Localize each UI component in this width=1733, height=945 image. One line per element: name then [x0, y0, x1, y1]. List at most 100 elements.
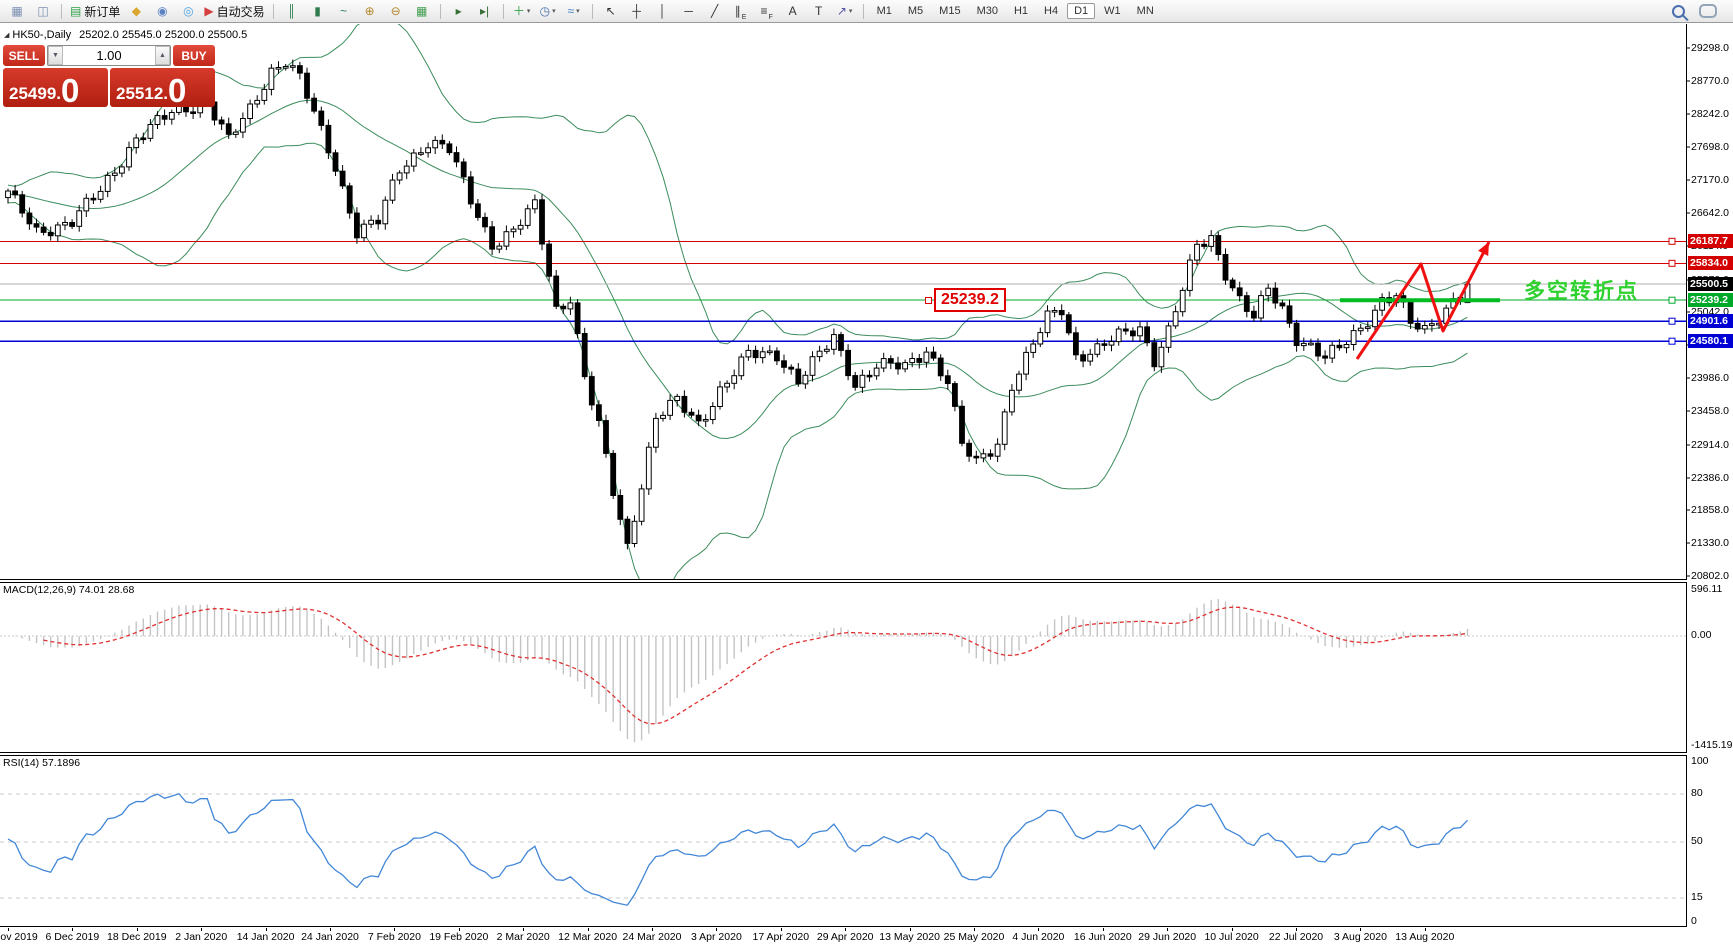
- text-icon[interactable]: A: [788, 4, 797, 18]
- sell-button[interactable]: SELL: [3, 45, 45, 66]
- chat-icon[interactable]: [1699, 4, 1717, 18]
- date-tick-label: 17 Apr 2020: [752, 931, 810, 943]
- date-tick-label: 25 May 2020: [943, 931, 1005, 943]
- rsi-indicator-label: RSI(14) 57.1896: [3, 757, 81, 769]
- date-tickmark: [265, 928, 267, 931]
- y-axis-tick: 22914.0: [1691, 438, 1729, 451]
- volume-down-button[interactable]: ▼: [48, 46, 63, 65]
- annotation-text[interactable]: 多空转折点: [1524, 280, 1639, 303]
- timeframe-m5[interactable]: M5: [907, 5, 924, 17]
- arrows-icon[interactable]: ↗ ▾: [836, 4, 853, 18]
- date-tickmark: [8, 928, 9, 931]
- y-axis-tickmark: [1687, 179, 1690, 181]
- fibonacci-icon[interactable]: ≡ F: [760, 4, 773, 21]
- buy-price-display[interactable]: 25512 . 0: [110, 68, 215, 107]
- candlestick-chart[interactable]: [0, 24, 1686, 579]
- rsi-axis-tick: 80: [1691, 787, 1703, 799]
- date-tick-label: 16 Jun 2020: [1073, 931, 1132, 943]
- date-tick-label: 14 Jan 2020: [236, 931, 295, 943]
- toolbar-separator: [502, 3, 504, 19]
- y-axis-tickmark: [1687, 212, 1690, 214]
- auto-scroll-icon[interactable]: ▸: [455, 4, 462, 18]
- profiles-icon[interactable]: ◷ ▾: [539, 4, 556, 18]
- price-level-badge: 24580.1: [1688, 334, 1733, 349]
- trendline-icon[interactable]: ╱: [710, 4, 719, 18]
- y-axis-tickmark: [1687, 344, 1690, 346]
- toolbar-separator: [439, 3, 441, 19]
- line-chart-icon[interactable]: ~: [340, 4, 348, 18]
- expert-advisors-icon[interactable]: ◆: [131, 4, 141, 18]
- data-window-icon[interactable]: ◫: [37, 4, 49, 18]
- rsi-axis-tick: 100: [1691, 755, 1709, 767]
- y-axis-tickmark: [1687, 542, 1690, 544]
- signal-icon[interactable]: ◎: [183, 4, 194, 18]
- one-click-toggle-icon[interactable]: ◢: [4, 32, 10, 39]
- profile-icon[interactable]: ◉: [157, 4, 168, 18]
- candlestick-chart-icon[interactable]: ▮: [314, 4, 321, 18]
- timeframe-d1[interactable]: D1: [1067, 3, 1096, 19]
- rsi-panel[interactable]: [0, 755, 1687, 927]
- date-tickmark: [716, 928, 718, 931]
- date-tick-label: 25 Nov 2019: [0, 931, 38, 943]
- main-chart-panel[interactable]: [0, 24, 1687, 580]
- toolbar: ▦ ◫ ▤ 新订单 ◆ ◉ ◎ ▶ 自动交易 ║ ▮ ~ ⊕ ⊖ ▦ ▸ ▸| ＋ ▾ ◷ ▾ ≈ ▾ ↖ ┼ │ ─ ╱ ∥ E ≡ F A T…: [0, 0, 1733, 23]
- zoom-in-icon[interactable]: ⊕: [364, 4, 375, 18]
- date-tick-label: 24 Jan 2020: [301, 931, 359, 943]
- macd-chart[interactable]: [0, 583, 1686, 752]
- bar-chart-icon[interactable]: ║: [287, 4, 296, 18]
- timeframe-m30[interactable]: M30: [976, 5, 998, 17]
- price-tag-label[interactable]: 25239.2: [934, 288, 1006, 312]
- timeframe-m15[interactable]: M15: [939, 5, 961, 17]
- macd-panel[interactable]: [0, 582, 1687, 753]
- sell-price-frac: 0: [61, 71, 80, 107]
- y-axis-tickmark: [1687, 509, 1690, 511]
- date-tick-label: 12 Mar 2020: [558, 931, 618, 943]
- horizontal-line-icon[interactable]: ─: [684, 4, 693, 18]
- date-axis[interactable]: 25 Nov 2019 6 Dec 2019 18 Dec 2019 2 Jan 20…: [0, 928, 1687, 945]
- text-label-icon[interactable]: T: [814, 4, 823, 18]
- date-tickmark: [1424, 928, 1426, 931]
- equidistant-channel-icon[interactable]: ∥ E: [734, 4, 747, 21]
- date-tickmark: [1038, 928, 1040, 931]
- price-level-badge: 24901.6: [1688, 314, 1733, 329]
- date-tickmark: [1360, 928, 1362, 931]
- sell-price-display[interactable]: 25499 . 0: [3, 68, 108, 107]
- date-tick-label: 13 Aug 2020: [1395, 931, 1455, 943]
- buy-button[interactable]: BUY: [173, 45, 215, 66]
- volume-up-button[interactable]: ▲: [155, 46, 170, 65]
- indicators-icon[interactable]: ≈ ▾: [567, 4, 580, 18]
- chart-shift-icon[interactable]: ▸|: [480, 4, 490, 18]
- vertical-line-icon[interactable]: │: [658, 4, 667, 18]
- crosshair-icon[interactable]: ┼: [632, 4, 641, 18]
- tile-windows-icon[interactable]: ▦: [415, 4, 428, 18]
- volume-input[interactable]: 1.00: [96, 48, 122, 63]
- y-axis-tick: 28242.0: [1691, 107, 1729, 120]
- new-chart-icon[interactable]: ＋ ▾: [512, 4, 531, 18]
- timeframe-m1[interactable]: M1: [876, 5, 892, 17]
- search-icon[interactable]: [1672, 4, 1685, 18]
- y-axis-tick: 26642.0: [1691, 207, 1729, 220]
- new-order-icon[interactable]: ▤ 新订单: [70, 4, 121, 19]
- date-tick-label: 29 Jun 2020: [1138, 931, 1197, 943]
- y-axis-tickmark: [1687, 80, 1690, 82]
- cursor-icon[interactable]: ↖: [605, 4, 616, 18]
- date-tick-label: 22 Jul 2020: [1268, 931, 1324, 943]
- timeframe-mn[interactable]: MN: [1136, 5, 1154, 17]
- date-tickmark: [1167, 928, 1169, 931]
- date-tick-label: 18 Dec 2019: [107, 931, 167, 943]
- charts-bar-icon[interactable]: ▦: [11, 4, 23, 18]
- price-level-badge: 25239.2: [1688, 293, 1733, 308]
- y-axis-tick: 22386.0: [1691, 471, 1729, 484]
- timeframe-h1[interactable]: H1: [1013, 5, 1029, 17]
- timeframe-w1[interactable]: W1: [1104, 5, 1121, 17]
- zoom-out-icon[interactable]: ⊖: [390, 4, 401, 18]
- date-tickmark: [330, 928, 331, 931]
- toolbar-separator: [272, 3, 274, 19]
- date-tickmark: [1102, 928, 1104, 931]
- autotrading-icon[interactable]: ▶ 自动交易: [204, 4, 265, 19]
- y-axis-tickmark: [1687, 444, 1690, 446]
- timeframe-h4[interactable]: H4: [1044, 5, 1059, 17]
- price-level-badge: 26187.7: [1688, 234, 1733, 249]
- rsi-chart[interactable]: [0, 756, 1686, 926]
- date-tick-label: 24 Mar 2020: [622, 931, 682, 943]
